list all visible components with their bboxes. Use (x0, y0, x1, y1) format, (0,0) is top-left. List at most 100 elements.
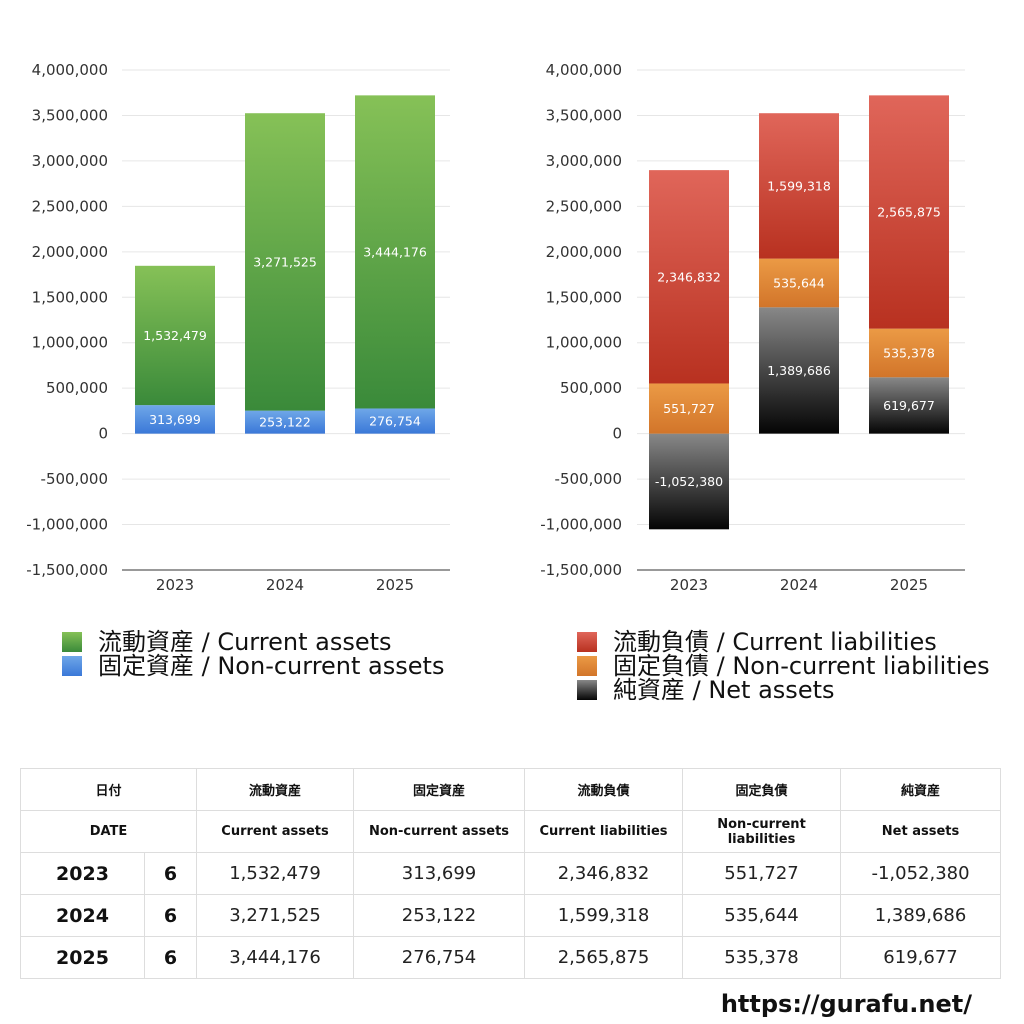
legend-item: 純資産 / Net assets (577, 678, 990, 702)
header-current-liabilities-jp: 流動負債 (524, 768, 684, 811)
data-label: 535,644 (773, 275, 825, 290)
row-month: 6 (143, 852, 198, 895)
header-date-jp: 日付 (19, 768, 198, 811)
data-label: 535,378 (883, 345, 935, 360)
bar-segment (649, 433, 729, 530)
cell-net-assets: 619,677 (840, 936, 1002, 979)
row-month: 6 (143, 894, 198, 937)
legend-swatch (62, 656, 82, 676)
y-tick-label: 0 (612, 425, 622, 443)
y-tick-label: 2,500,000 (546, 197, 622, 215)
data-label: -1,052,380 (655, 474, 723, 489)
liabilities-chart: 4,000,000 3,500,000 3,000,000 2,500,000 2,00… (540, 61, 965, 594)
cell-noncurrent-liabilities: 551,727 (682, 852, 842, 895)
legend-item: 流動負債 / Current liabilities (577, 630, 990, 654)
y-tick-label: -1,500,000 (540, 561, 622, 579)
x-tick-label: 2023 (156, 576, 194, 594)
cell-noncurrent-liabilities: 535,378 (682, 936, 842, 979)
cell-current-assets: 3,444,176 (196, 936, 355, 979)
assets-chart: 4,000,000 3,500,000 3,000,000 2,500,000 2,00… (26, 61, 450, 594)
y-tick-label: 1,000,000 (32, 334, 108, 352)
header-current-assets-en: Current assets (196, 810, 355, 853)
cell-current-assets: 1,532,479 (196, 852, 355, 895)
data-label: 1,532,479 (143, 328, 207, 343)
cell-noncurrent-assets: 253,122 (353, 894, 526, 937)
legend-swatch (577, 680, 597, 700)
header-net-assets-jp: 純資産 (840, 768, 1002, 811)
data-label: 3,444,176 (363, 244, 427, 259)
bar-segment (355, 95, 435, 409)
y-tick-label: 500,000 (560, 379, 622, 397)
bar-segment (355, 408, 435, 434)
bar-segment (869, 377, 949, 434)
bar-segment (245, 113, 325, 411)
bar-segment (869, 95, 949, 329)
y-tick-label: 3,000,000 (32, 152, 108, 170)
data-label: 253,122 (259, 415, 311, 430)
cell-noncurrent-assets: 276,754 (353, 936, 526, 979)
bar-segment (759, 113, 839, 259)
bar-segment (759, 258, 839, 308)
cell-noncurrent-liabilities: 535,644 (682, 894, 842, 937)
legend-label: 流動負債 / Current liabilities (613, 628, 937, 656)
row-year: 2024 (20, 894, 145, 937)
data-label: 2,346,832 (657, 269, 721, 284)
bar-segment (869, 328, 949, 378)
site-url[interactable]: https://gurafu.net/ (720, 990, 972, 1018)
header-current-assets-jp: 流動資産 (196, 768, 355, 811)
legend-item: 固定資産 / Non-current assets (62, 654, 444, 678)
data-label: 1,389,686 (767, 363, 831, 378)
x-tick-label: 2025 (376, 576, 414, 594)
y-tick-label: -1,000,000 (540, 516, 622, 534)
bar-segment (649, 170, 729, 384)
x-tick-label: 2023 (670, 576, 708, 594)
bar-segment (135, 265, 215, 406)
y-tick-label: -500,000 (41, 470, 108, 488)
table-row: 2024 6 3,271,525 253,122 1,599,318 535,6… (20, 894, 1002, 937)
header-current-liabilities-en: Current liabilities (524, 810, 684, 853)
x-tick-label: 2024 (266, 576, 304, 594)
y-tick-label: 4,000,000 (32, 61, 108, 79)
y-tick-label: 0 (98, 425, 108, 443)
row-month: 6 (143, 936, 198, 979)
bar-segment (759, 307, 839, 434)
y-tick-label: 1,500,000 (32, 288, 108, 306)
row-year: 2023 (20, 852, 145, 895)
data-label: 276,754 (369, 414, 421, 429)
header-noncurrent-assets-jp: 固定資産 (353, 768, 526, 811)
cell-current-liabilities: 2,346,832 (524, 852, 684, 895)
legend-item: 流動資産 / Current assets (62, 630, 444, 654)
cell-noncurrent-assets: 313,699 (353, 852, 526, 895)
header-noncurrent-liabilities-en: Non-current liabilities (682, 810, 842, 853)
data-label: 313,699 (149, 412, 201, 427)
data-label: 619,677 (883, 398, 935, 413)
header-net-assets-en: Net assets (840, 810, 1002, 853)
cell-net-assets: 1,389,686 (840, 894, 1002, 937)
x-tick-label: 2025 (890, 576, 928, 594)
y-tick-label: 4,000,000 (546, 61, 622, 79)
y-tick-label: 2,500,000 (32, 197, 108, 215)
balance-table: 日付 流動資産 固定資産 流動負債 固定負債 純資産 DATE Current … (19, 768, 1002, 979)
y-tick-label: -1,500,000 (26, 561, 108, 579)
header-noncurrent-assets-en: Non-current assets (353, 810, 526, 853)
legend-swatch (577, 656, 597, 676)
row-year: 2025 (20, 936, 145, 979)
legend-item: 固定負債 / Non-current liabilities (577, 654, 990, 678)
legend-swatch (62, 632, 82, 652)
legend-label: 固定資産 / Non-current assets (98, 652, 445, 680)
legend-label: 純資産 / Net assets (613, 676, 835, 704)
bar-segment (135, 405, 215, 434)
bar-segment (245, 410, 325, 434)
data-label: 3,271,525 (253, 254, 317, 269)
header-row-jp: 日付 流動資産 固定資産 流動負債 固定負債 純資産 (19, 768, 1002, 811)
y-tick-label: -500,000 (555, 470, 622, 488)
liabilities-legend: 流動負債 / Current liabilities 固定負債 / Non-cur… (577, 630, 990, 702)
assets-legend: 流動資産 / Current assets 固定資産 / Non-current … (62, 630, 444, 678)
legend-label: 流動資産 / Current assets (98, 628, 392, 656)
y-tick-label: 2,000,000 (546, 243, 622, 261)
cell-current-liabilities: 2,565,875 (524, 936, 684, 979)
y-tick-label: -1,000,000 (26, 516, 108, 534)
y-tick-label: 2,000,000 (32, 243, 108, 261)
data-label: 551,727 (663, 401, 715, 416)
header-date-en: DATE (19, 810, 198, 853)
